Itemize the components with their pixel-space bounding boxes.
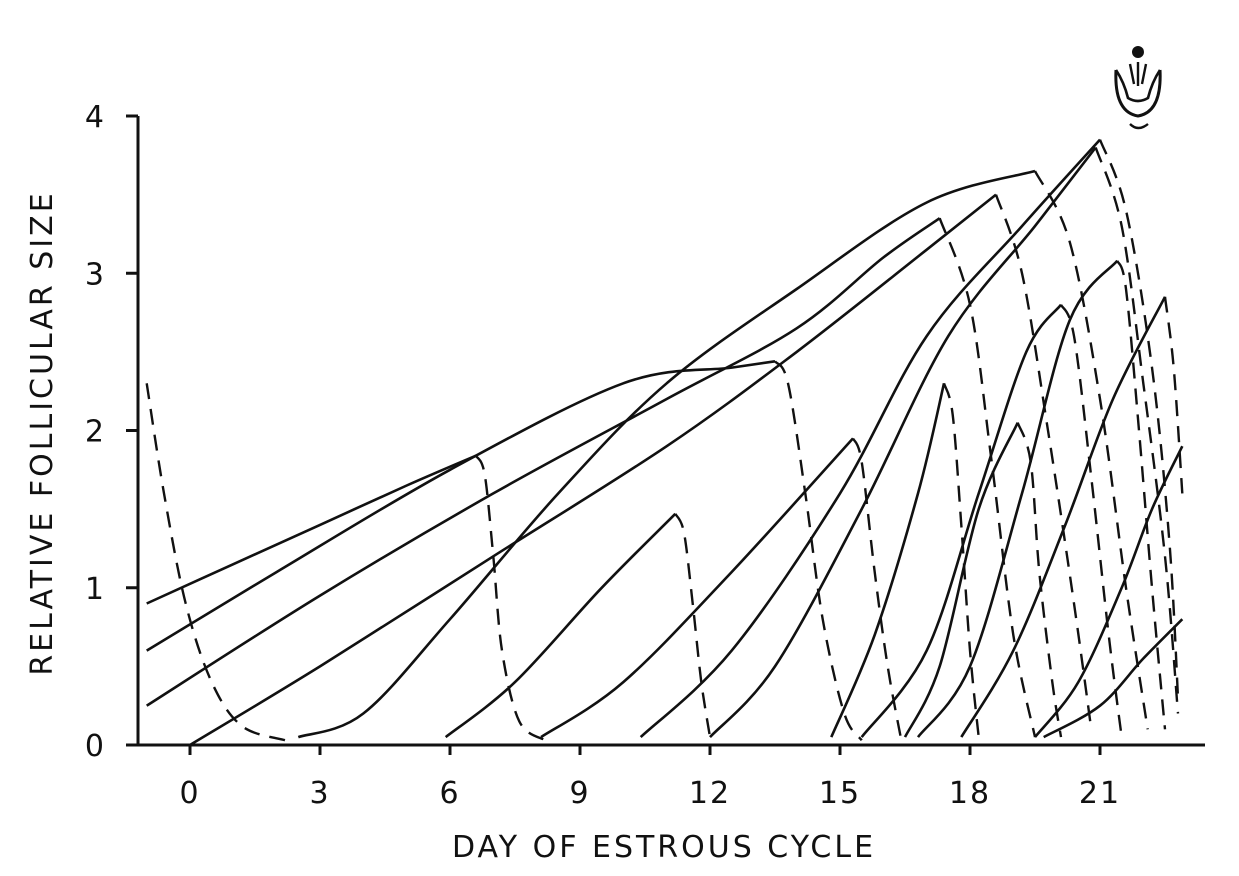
follicle-growth-line: [444, 512, 677, 739]
y-tick-label: 3: [85, 257, 104, 292]
follicle-growth-line: [903, 422, 1019, 738]
ovulation-icon: [1114, 46, 1162, 130]
y-tick-label: 4: [85, 100, 104, 135]
follicle-atresia-line: [938, 217, 1037, 738]
follicle-atresia-line: [1163, 296, 1184, 494]
y-tick-label: 2: [85, 415, 104, 450]
plot-area: [145, 138, 1184, 747]
y-tick-label: 0: [85, 729, 104, 764]
follicle-atresia-line: [1116, 260, 1167, 730]
follicle-series: [830, 382, 980, 738]
follicle-atresia-line: [994, 194, 1093, 730]
y-axis-title: RELATIVE FOLLICULAR SIZE: [25, 190, 60, 675]
follicle-series: [639, 138, 1180, 739]
follicle-series: [903, 422, 1063, 738]
x-tick-label: 6: [439, 776, 460, 811]
follicle-atresia-line: [1059, 304, 1123, 738]
follicle-growth-line: [639, 138, 1101, 739]
follicle-series: [916, 259, 1167, 738]
follicle-growth-line: [916, 259, 1119, 738]
follicle-atresia-line: [1033, 170, 1149, 730]
x-tick-label: 0: [179, 776, 200, 811]
follicle-growth-line: [960, 296, 1167, 738]
x-tick-label: 15: [819, 776, 861, 811]
follicle-growth-line: [189, 193, 997, 747]
follicle-series: [540, 437, 902, 739]
follicle-atresia-line: [851, 437, 902, 738]
axes: [136, 116, 1205, 747]
follicle-atresia-line: [1016, 422, 1063, 738]
follicle-atresia-line: [942, 382, 980, 738]
follicle-series: [297, 169, 1149, 739]
x-tick-label: 3: [309, 776, 330, 811]
follicle-growth-line: [860, 303, 1063, 738]
follicle-atresia-line: [773, 360, 863, 742]
follicle-series: [1033, 445, 1184, 738]
follicle-series: [189, 193, 1093, 747]
x-tick-label: 9: [569, 776, 590, 811]
follicle-growth-line: [1033, 445, 1184, 738]
follicle-series: [146, 454, 547, 742]
follicle-growth-line: [709, 146, 1097, 738]
follicle-series: [709, 146, 1180, 738]
follicle-growth-line: [540, 437, 854, 739]
x-tick-label: 21: [1079, 776, 1121, 811]
follicle-growth-line: [146, 217, 941, 707]
x-tick-label: 18: [949, 776, 991, 811]
x-tick-label: 12: [689, 776, 731, 811]
follicle-series: [146, 217, 1037, 738]
follicle-atresia-line: [474, 455, 547, 742]
follicle-atresia-line: [674, 513, 712, 738]
follicle-growth-line: [297, 169, 1036, 739]
y-tick-label: 1: [85, 572, 104, 607]
follicle-atresia-line: [1098, 139, 1180, 698]
x-axis-title: DAY OF ESTROUS CYCLE: [452, 830, 876, 865]
follicle-series: [444, 512, 712, 739]
follicle-series: [860, 303, 1123, 738]
previous-cycle-atresia-line: [145, 383, 286, 742]
follicle-growth-line: [146, 454, 477, 605]
follicle-atresia-line: [1094, 147, 1180, 714]
follicle-series: [1043, 618, 1184, 739]
follicle-growth-line: [1043, 618, 1184, 739]
follicle-growth-line: [830, 383, 946, 738]
follicle-series: [960, 296, 1184, 738]
